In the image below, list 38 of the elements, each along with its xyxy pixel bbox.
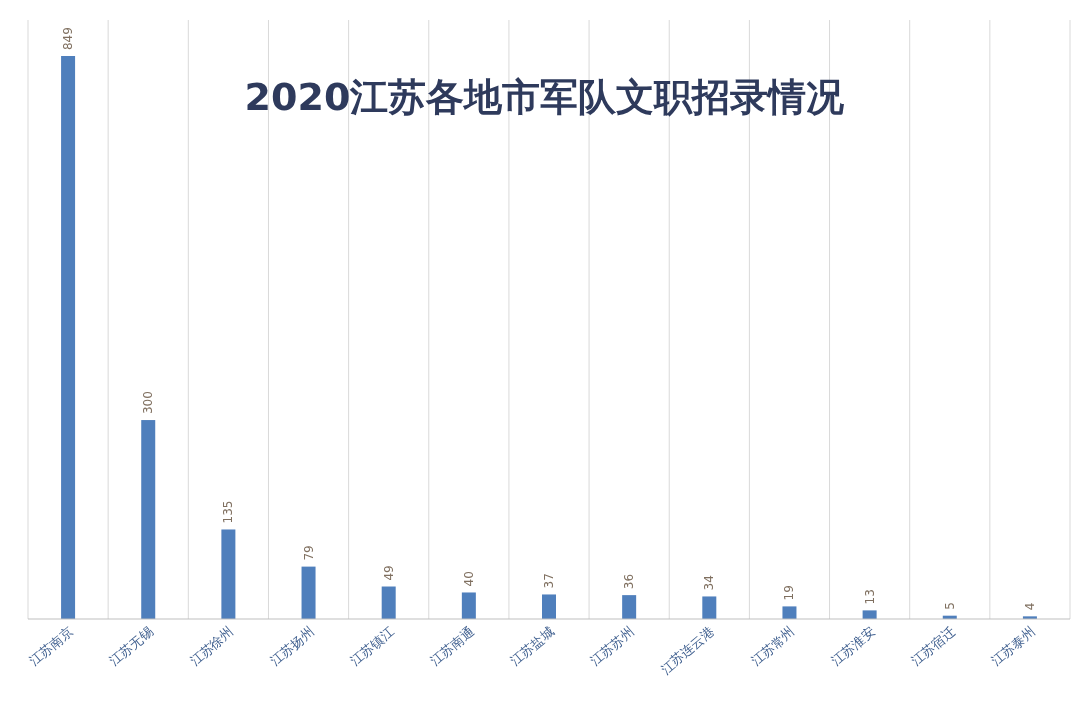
data-label: 13 bbox=[862, 589, 877, 605]
x-tick-label: 江苏无锡 bbox=[106, 623, 157, 669]
data-label: 5 bbox=[942, 602, 957, 610]
x-tick-label: 江苏泰州 bbox=[988, 623, 1038, 669]
data-label: 19 bbox=[782, 585, 797, 601]
data-label: 36 bbox=[622, 573, 637, 590]
x-tick-label: 江苏苏州 bbox=[587, 623, 638, 669]
bar bbox=[381, 586, 396, 619]
bar bbox=[141, 420, 156, 619]
data-label: 34 bbox=[702, 575, 717, 591]
bar bbox=[782, 606, 797, 619]
data-label: 40 bbox=[461, 571, 476, 587]
bar bbox=[702, 596, 717, 619]
x-tick-label: 江苏镇江 bbox=[347, 623, 397, 669]
bar bbox=[61, 56, 76, 619]
data-label: 37 bbox=[542, 573, 556, 589]
x-tick-label: 江苏南京 bbox=[26, 623, 77, 669]
x-tick-label: 江苏扬州 bbox=[266, 623, 317, 669]
data-label: 849 bbox=[61, 27, 76, 50]
x-tick-label: 江苏淮安 bbox=[828, 623, 878, 669]
x-tick-label: 江苏常州 bbox=[747, 623, 798, 669]
bar bbox=[542, 594, 556, 619]
data-label: 300 bbox=[141, 391, 156, 415]
data-label: 4 bbox=[1022, 602, 1037, 611]
x-tick-label: 江苏徐州 bbox=[186, 623, 237, 669]
data-label: 135 bbox=[221, 500, 236, 524]
data-label: 49 bbox=[381, 565, 396, 581]
data-label: 79 bbox=[301, 545, 316, 561]
text: 2020江苏各地市军队文职招录情况 bbox=[244, 75, 845, 119]
bar bbox=[862, 610, 877, 619]
bar bbox=[461, 592, 476, 619]
x-tick-label: 江苏南通 bbox=[427, 623, 477, 669]
bar bbox=[221, 529, 236, 619]
bar bbox=[301, 566, 316, 619]
x-tick-label: 江苏宿迁 bbox=[908, 623, 958, 669]
x-tick-label: 江苏盐城 bbox=[507, 623, 557, 669]
x-tick-label: 江苏连云港 bbox=[657, 623, 718, 678]
bar bbox=[622, 595, 637, 619]
